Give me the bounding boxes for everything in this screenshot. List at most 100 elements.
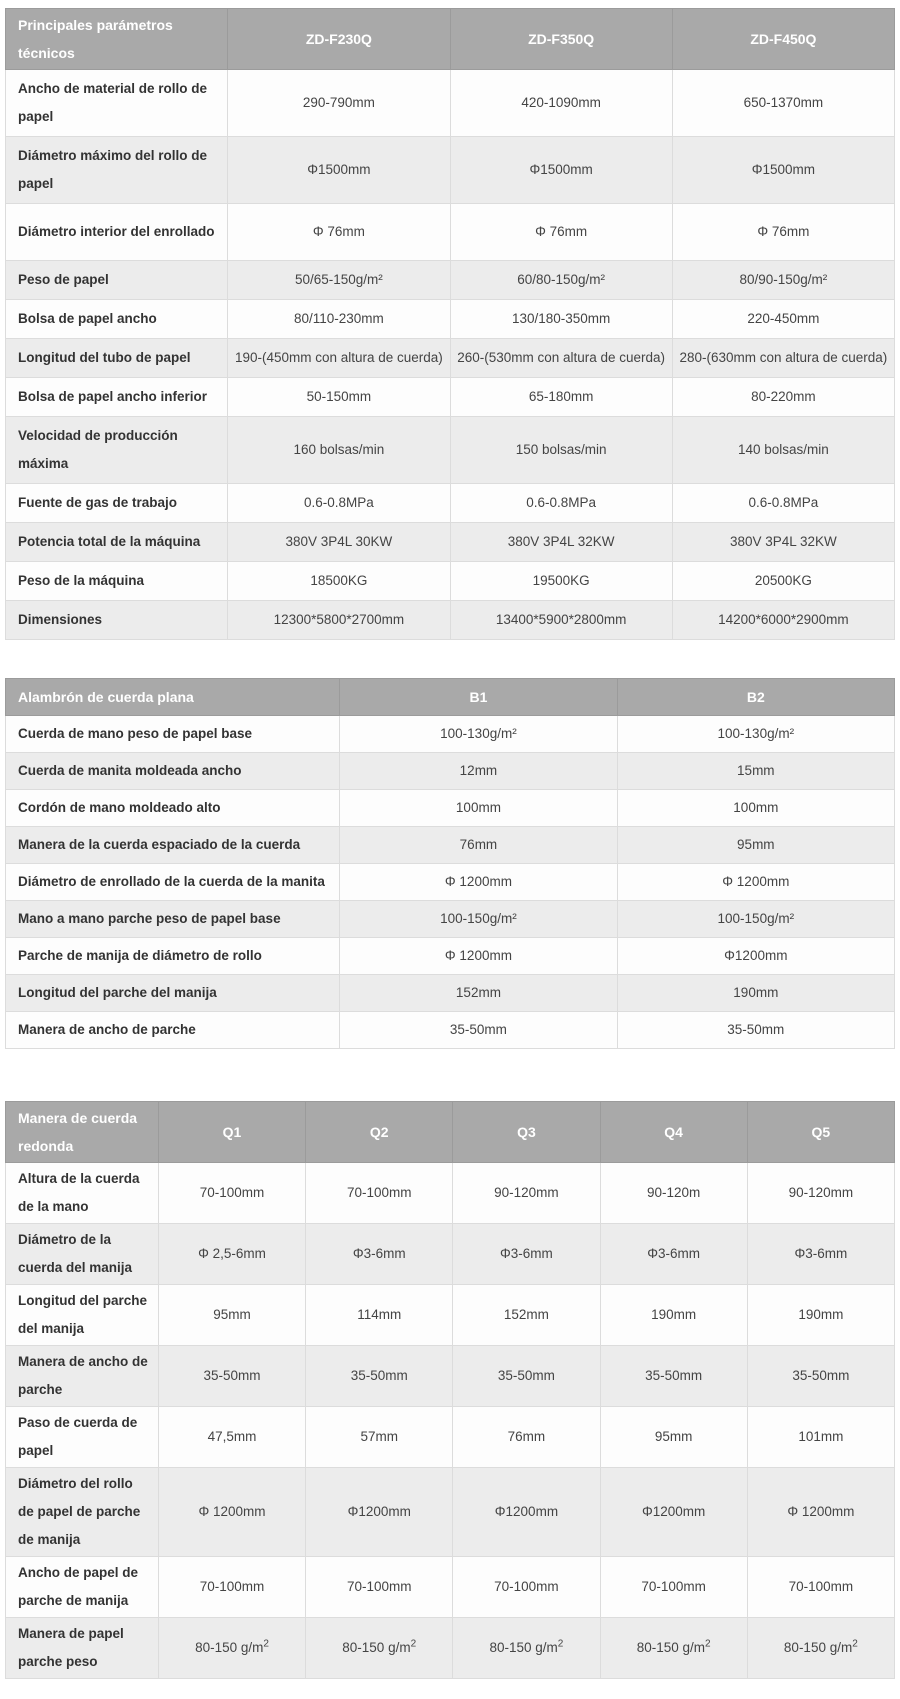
cell-value: 35-50mm [157,1345,307,1407]
column-header: ZD-F350Q [449,8,673,70]
cell-value: 95mm [599,1406,748,1468]
cell-value: 70-100mm [157,1556,307,1618]
table-row: Longitud del tubo de papel 190-(450mm con… [4,338,896,378]
table-header-row: Manera de cuerda redonda Q1 Q2 Q3 Q4 Q5 [5,1101,896,1163]
cell-value: 76mm [339,826,618,864]
table-row: Ancho de papel de parche de manija 70-100… [5,1556,896,1618]
cell-value: 190mm [616,974,896,1012]
row-label: Longitud del tubo de papel [4,338,229,378]
cell-value: 0.6-0.8MPa [449,483,673,523]
cell-value: 152mm [452,1284,601,1346]
table-row: Diámetro máximo del rollo de papel Φ1500m… [4,136,896,204]
cell-value: 95mm [616,826,896,864]
cell-value: 35-50mm [599,1345,748,1407]
table-row: Bolsa de papel ancho inferior 50-150mm 65-… [4,377,896,417]
row-label: Longitud del parche del manija [4,974,341,1012]
superscript: 2 [557,1638,564,1650]
cell-value: 20500KG [671,561,896,601]
table-row: Fuente de gas de trabajo 0.6-0.8MPa 0.6-0.… [4,483,896,523]
cell-value: Φ1500mm [227,136,451,204]
cell-value: 50-150mm [227,377,451,417]
row-label: Dimensiones [4,600,229,640]
table-manera-cuerda-redonda: Manera de cuerda redonda Q1 Q2 Q3 Q4 Q5 Altu… [5,1101,896,1679]
cell-value: Φ3-6mm [599,1223,748,1285]
cell-value: Φ1200mm [616,937,896,975]
column-header: B2 [616,678,896,716]
column-header: Q2 [305,1101,454,1163]
cell-value: 0.6-0.8MPa [671,483,896,523]
superscript: 2 [704,1638,711,1650]
cell-value: 80-150 g/m2 [305,1617,454,1679]
cell-value: Φ 76mm [449,203,673,261]
table-principales-parametros-tecnicos: Principales parámetros técnicos ZD-F230Q… [4,8,896,640]
cell-value: 190-(450mm con altura de cuerda) [227,338,451,378]
cell-value: 60/80-150g/m² [449,260,673,300]
table-body: Cuerda de mano peso de papel base 100-130… [4,715,896,1049]
cell-value: 47,5mm [157,1406,307,1468]
cell-value: Φ1200mm [452,1467,601,1557]
cell-value: 190mm [746,1284,896,1346]
cell-value: 100-150g/m² [339,900,618,938]
row-label: Ancho de material de rollo de papel [4,69,229,137]
row-label: Paso de cuerda de papel [5,1406,159,1468]
cell-value: 57mm [305,1406,454,1468]
cell-value: 130/180-350mm [449,299,673,339]
cell-value: 70-100mm [305,1162,454,1224]
superscript: 2 [263,1638,269,1650]
cell-value: Φ1500mm [449,136,673,204]
cell-value: 70-100mm [746,1556,896,1618]
cell-value: 35-50mm [452,1345,601,1407]
cell-value: 12mm [339,752,618,790]
table-row: Potencia total de la máquina 380V 3P4L 30… [4,522,896,562]
table-row: Manera de ancho de parche 35-50mm 35-50mm [4,1011,896,1049]
cell-value: 260-(530mm con altura de cuerda) [449,338,673,378]
cell-value: 70-100mm [452,1556,601,1618]
cell-value: 280-(630mm con altura de cuerda) [671,338,896,378]
cell-value: 0.6-0.8MPa [227,483,451,523]
cell-value: 35-50mm [746,1345,896,1407]
row-label: Mano a mano parche peso de papel base [4,900,341,938]
row-label: Cuerda de manita moldeada ancho [4,752,341,790]
table-row: Manera de la cuerda espaciado de la cuer… [4,826,896,864]
cell-value: 35-50mm [305,1345,454,1407]
row-label: Peso de la máquina [4,561,229,601]
cell-value: 114mm [305,1284,454,1346]
column-header: Q5 [746,1101,896,1163]
table-row: Manera de papel parche peso 80-150 g/m2 80… [5,1617,896,1679]
row-label: Bolsa de papel ancho [4,299,229,339]
cell-value: 100mm [339,789,618,827]
cell-value: 140 bolsas/min [671,416,896,484]
row-label: Manera de ancho de parche [5,1345,159,1407]
table-row: Diámetro de enrollado de la cuerda de la… [4,863,896,901]
cell-value: 101mm [746,1406,896,1468]
cell-value: 95mm [157,1284,307,1346]
table-row: Longitud del parche del manija 152mm 190mm [4,974,896,1012]
cell-value: 190mm [599,1284,748,1346]
row-label: Cuerda de mano peso de papel base [4,715,341,753]
table-row: Diámetro interior del enrollado Φ 76mm Φ 7… [4,203,896,261]
row-label: Velocidad de producción máxima [4,416,229,484]
column-header: Q4 [599,1101,748,1163]
table-row: Bolsa de papel ancho 80/110-230mm 130/180-… [4,299,896,339]
row-label: Manera de papel parche peso [5,1617,159,1679]
cell-value: Φ 1200mm [746,1467,896,1557]
table-row: Peso de papel 50/65-150g/m² 60/80-150g/m² 8… [4,260,896,300]
table-header-row: Alambrón de cuerda plana B1 B2 [4,678,896,716]
cell-value: Φ3-6mm [305,1223,454,1285]
row-label: Ancho de papel de parche de manija [5,1556,159,1618]
table-body: Altura de la cuerda de la mano 70-100mm 70… [5,1162,896,1679]
cell-value: Φ 1200mm [616,863,896,901]
cell-value: Φ3-6mm [746,1223,896,1285]
cell-value: 290-790mm [227,69,451,137]
cell-value: 80-150 g/m2 [599,1617,748,1679]
table-row: Diámetro de la cuerda del manija Φ 2,5-6m… [5,1223,896,1285]
cell-value: 70-100mm [157,1162,307,1224]
row-label: Cordón de mano moldeado alto [4,789,341,827]
cell-value: 90-120mm [452,1162,601,1224]
row-label: Diámetro de enrollado de la cuerda de la… [4,863,341,901]
table-row: Paso de cuerda de papel 47,5mm 57mm 76mm 95m… [5,1406,896,1468]
table-row: Parche de manija de diámetro de rollo Φ 1… [4,937,896,975]
superscript: 2 [410,1638,417,1650]
table-header-row: Principales parámetros técnicos ZD-F230Q… [4,8,896,70]
cell-value: Φ3-6mm [452,1223,601,1285]
